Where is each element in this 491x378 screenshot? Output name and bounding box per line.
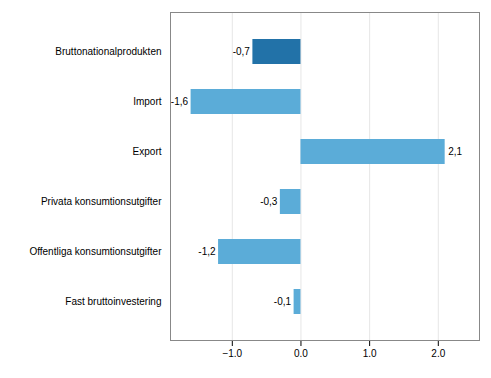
svg-text:Offentliga konsumtionsutgifter: Offentliga konsumtionsutgifter — [29, 246, 162, 257]
svg-text:Export: Export — [133, 146, 162, 157]
svg-text:Privata konsumtionsutgifter: Privata konsumtionsutgifter — [41, 196, 162, 207]
svg-text:-0,1: -0,1 — [274, 296, 292, 307]
svg-text:1.0: 1.0 — [363, 348, 377, 359]
svg-text:-1,6: -1,6 — [171, 96, 189, 107]
svg-text:Import: Import — [133, 96, 162, 107]
svg-text:Bruttonationalprodukten: Bruttonationalprodukten — [55, 46, 161, 57]
svg-text:-0,3: -0,3 — [260, 196, 278, 207]
svg-text:2,1: 2,1 — [448, 146, 462, 157]
svg-text:0.0: 0.0 — [294, 348, 308, 359]
svg-text:−1.0: −1.0 — [222, 348, 242, 359]
svg-text:-1,2: -1,2 — [198, 246, 216, 257]
svg-text:2.0: 2.0 — [431, 348, 445, 359]
svg-text:-0,7: -0,7 — [233, 46, 251, 57]
svg-text:Fast bruttoinvestering: Fast bruttoinvestering — [65, 296, 161, 307]
